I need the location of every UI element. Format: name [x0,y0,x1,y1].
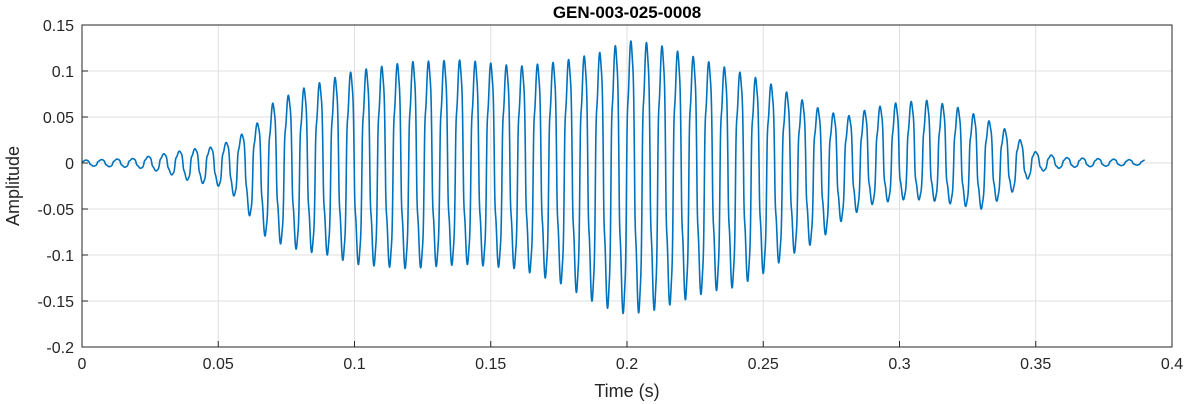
y-tick-label: -0.1 [46,248,74,265]
x-tick-label: 0.1 [343,356,365,373]
x-tick-label: 0.3 [888,356,910,373]
y-tick-label: 0.1 [52,64,74,81]
chart-title: GEN-003-025-0008 [553,3,701,22]
series-layer [81,40,1146,315]
ticks: 0 0.05 0.1 0.15 0.2 0.25 0.3 0.35 0.4 0.15 0.1 0.05… [38,18,1184,373]
x-tick-label: 0.25 [748,356,779,373]
x-axis-label: Time (s) [594,381,659,401]
y-tick-label: -0.05 [38,202,75,219]
y-tick-label: 0.05 [43,110,74,127]
y-tick-label: -0.15 [38,294,75,311]
x-tick-label: 0.2 [616,356,638,373]
y-axis-label: Amplitude [3,146,23,226]
x-tick-label: 0.35 [1020,356,1051,373]
y-tick-label: 0.15 [43,18,74,35]
x-tick-label: 0.05 [203,356,234,373]
x-tick-label: 0.4 [1161,356,1183,373]
x-tick-label: 0 [78,356,87,373]
y-tick-label: 0 [65,156,74,173]
x-tick-label: 0.15 [475,356,506,373]
y-tick-label: -0.2 [46,340,74,357]
series-line [81,40,1146,315]
